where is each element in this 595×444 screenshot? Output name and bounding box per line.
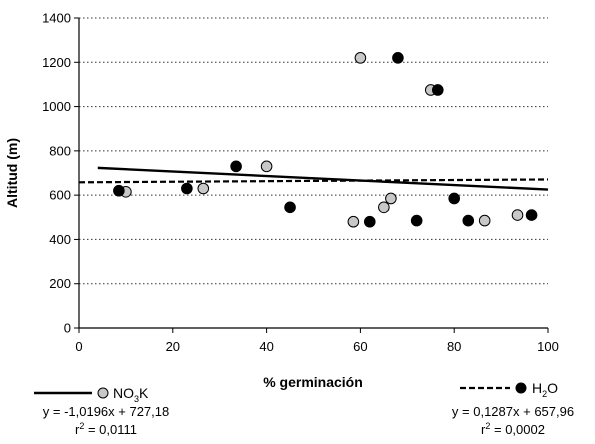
point-h2o bbox=[114, 185, 125, 196]
legend-label-h2o-tail: O bbox=[547, 380, 558, 396]
r2-h2o-value: = 0,0002 bbox=[490, 422, 545, 437]
r2-no3k: r2 = 0,0111 bbox=[75, 421, 137, 437]
y-tick-label: 1200 bbox=[42, 55, 71, 70]
y-tick-label: 0 bbox=[64, 321, 71, 336]
point-h2o bbox=[449, 193, 460, 204]
x-tick-label: 100 bbox=[537, 339, 559, 354]
y-tick-label: 200 bbox=[49, 276, 71, 291]
equation-h2o: y = 0,1287x + 657,96 bbox=[452, 404, 574, 419]
trendline-no3k bbox=[98, 168, 548, 190]
point-h2o bbox=[364, 216, 375, 227]
point-h2o bbox=[393, 53, 404, 64]
trendline-h2o bbox=[79, 179, 548, 182]
legend-label-no3k-tail: K bbox=[139, 385, 149, 401]
legend-entry-h2o: H2O bbox=[460, 380, 558, 399]
legend-label-no3k-main: NO bbox=[113, 385, 134, 401]
trendlines bbox=[79, 168, 548, 190]
x-tick-label: 80 bbox=[447, 339, 461, 354]
point-no3k bbox=[355, 53, 366, 64]
x-tick-label: 0 bbox=[75, 339, 82, 354]
point-h2o bbox=[411, 215, 422, 226]
r2-no3k-value: = 0,0111 bbox=[84, 422, 137, 437]
y-tick-label: 1000 bbox=[42, 99, 71, 114]
equation-no3k: y = -1,0196x + 727,18 bbox=[43, 404, 169, 419]
legend-marker-no3k bbox=[98, 388, 108, 398]
point-no3k bbox=[512, 210, 523, 221]
point-h2o bbox=[463, 215, 474, 226]
point-h2o bbox=[182, 183, 193, 194]
point-no3k bbox=[348, 216, 359, 227]
point-h2o bbox=[285, 202, 296, 213]
point-h2o bbox=[526, 210, 537, 221]
point-no3k bbox=[386, 193, 397, 204]
y-tick-label: 600 bbox=[49, 188, 71, 203]
gridlines bbox=[79, 18, 548, 284]
x-tick-label: 40 bbox=[259, 339, 273, 354]
y-tick-label: 400 bbox=[49, 232, 71, 247]
y-axis-title: Altitud (m) bbox=[4, 138, 20, 208]
legend-label-h2o-main: H bbox=[532, 380, 542, 396]
point-no3k bbox=[379, 202, 390, 213]
x-axis-title: % germinación bbox=[263, 374, 363, 390]
y-tick-label: 800 bbox=[49, 143, 71, 158]
x-tick-label: 20 bbox=[166, 339, 180, 354]
point-h2o bbox=[432, 85, 443, 96]
legend-entry-no3k: NO3K bbox=[34, 385, 149, 404]
point-no3k bbox=[198, 183, 209, 194]
r2-h2o: r2 = 0,0002 bbox=[481, 421, 545, 437]
legend-label-no3k: NO3K bbox=[113, 385, 149, 404]
legend-label-h2o: H2O bbox=[532, 380, 558, 399]
legend-marker-h2o bbox=[516, 383, 526, 393]
y-tick-label: 1400 bbox=[42, 11, 71, 26]
axes bbox=[74, 18, 548, 333]
point-no3k bbox=[261, 161, 272, 172]
x-tick-label: 60 bbox=[353, 339, 367, 354]
point-h2o bbox=[231, 161, 242, 172]
data-points bbox=[114, 53, 537, 227]
point-no3k bbox=[479, 215, 490, 226]
